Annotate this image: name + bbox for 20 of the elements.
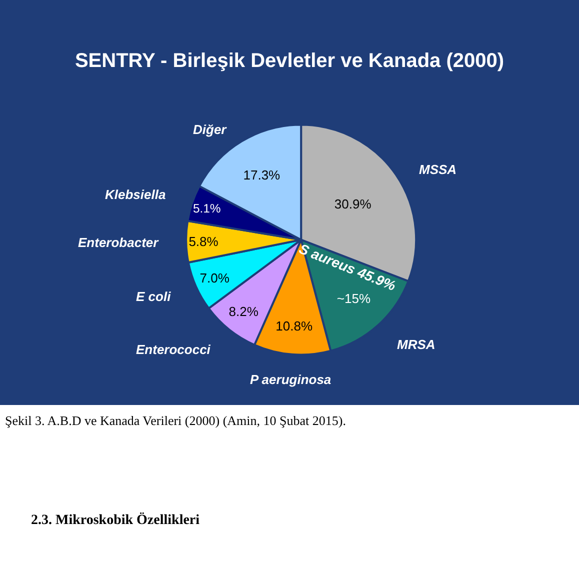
slice-label: MSSA	[419, 162, 457, 177]
data-label: ~15%	[336, 291, 371, 306]
data-label: 5.8%	[188, 234, 219, 249]
slice-label: Enterococci	[136, 342, 211, 357]
text: Şekil 3. A.B.D ve Kanada Verileri (2000) (Amin, 10 Şubat 2015).	[5, 413, 346, 428]
text: S aureus 45.9%	[296, 240, 399, 294]
data-label: 5.1%	[192, 201, 221, 216]
data-label: 8.2%	[228, 304, 259, 319]
data-label: 7.0%	[200, 270, 230, 286]
slice-label: Enterobacter	[78, 235, 160, 250]
slice-label: MRSA	[397, 337, 436, 352]
data-label: 30.9%	[334, 196, 372, 212]
data-label: 17.3%	[243, 167, 281, 182]
chart-title: SENTRY - Birleşik Devletler ve Kanada (2000)	[74, 50, 504, 72]
slice-label: P aeruginosa	[250, 372, 332, 387]
slice-label: Klebsiella	[105, 187, 166, 202]
data-label: 10.8%	[276, 318, 313, 334]
slice-label: E coli	[136, 289, 172, 304]
slice-label: Diğer	[193, 122, 228, 137]
text: 2.3. Mikroskobik Özellikleri	[31, 512, 200, 528]
